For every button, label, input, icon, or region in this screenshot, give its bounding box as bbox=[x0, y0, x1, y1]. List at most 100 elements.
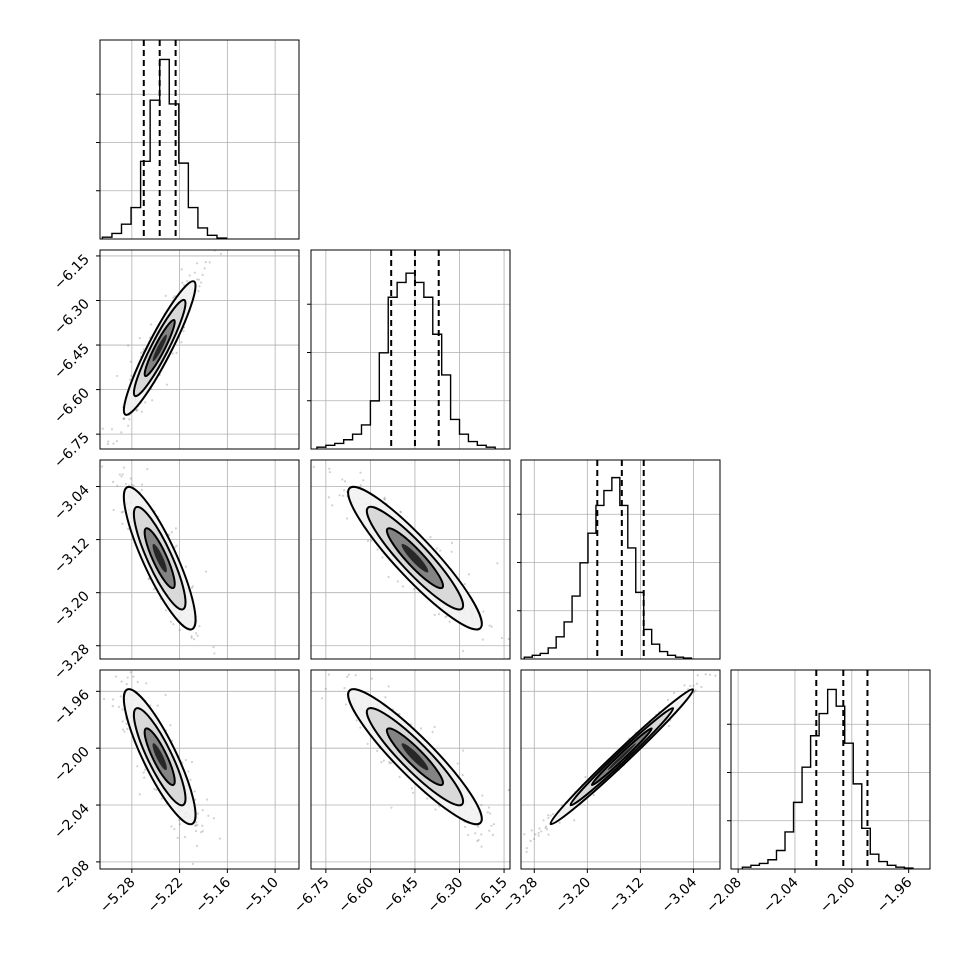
sample-point bbox=[196, 278, 199, 281]
sample-point bbox=[359, 484, 362, 487]
contour-core bbox=[152, 743, 167, 771]
sample-point bbox=[728, 656, 730, 658]
sample-point bbox=[490, 824, 493, 827]
sample-point bbox=[121, 720, 124, 723]
sample-point bbox=[381, 556, 384, 559]
scatter-frame-3-1 bbox=[310, 669, 511, 870]
sample-point bbox=[120, 431, 123, 434]
sample-point bbox=[708, 673, 712, 676]
sample-point bbox=[537, 831, 540, 835]
sample-point bbox=[547, 833, 550, 836]
sample-point bbox=[487, 806, 491, 809]
sample-point bbox=[482, 610, 485, 613]
sample-point bbox=[186, 279, 189, 283]
sample-point bbox=[170, 531, 173, 534]
sample-point bbox=[197, 290, 200, 293]
sample-point bbox=[197, 278, 201, 281]
x-tick-label: −2.04 bbox=[760, 874, 802, 916]
sample-point bbox=[489, 812, 492, 815]
sample-point bbox=[411, 791, 415, 794]
sample-point bbox=[387, 685, 390, 688]
histogram-steps-3 bbox=[741, 688, 914, 869]
sample-point bbox=[419, 727, 423, 730]
sample-point bbox=[546, 814, 550, 817]
y-tick-label: −6.60 bbox=[51, 385, 93, 427]
panel-content bbox=[100, 240, 223, 446]
sample-point bbox=[200, 240, 202, 242]
sample-point bbox=[338, 664, 340, 666]
scatter-frame-3-2 bbox=[520, 669, 721, 870]
sample-point bbox=[196, 634, 199, 637]
sample-point bbox=[331, 504, 334, 507]
sample-point bbox=[120, 659, 122, 661]
sample-point bbox=[456, 762, 459, 765]
sample-point bbox=[127, 527, 130, 531]
sample-point bbox=[182, 329, 185, 333]
scatter-frame-2-1 bbox=[310, 459, 511, 660]
sample-point bbox=[193, 271, 196, 274]
sample-point bbox=[474, 832, 477, 835]
sample-point bbox=[194, 798, 197, 801]
sample-point bbox=[433, 725, 436, 728]
sample-point bbox=[138, 337, 141, 340]
sample-point bbox=[199, 281, 203, 284]
sample-point bbox=[213, 652, 216, 655]
sample-point bbox=[143, 776, 146, 779]
sample-point bbox=[399, 511, 402, 514]
scatter-panel-2-1 bbox=[310, 459, 511, 660]
sample-point bbox=[122, 417, 125, 421]
hist-frame-2 bbox=[520, 459, 721, 660]
sample-point bbox=[461, 774, 464, 777]
sample-point bbox=[188, 274, 191, 277]
x-tick-label: −5.16 bbox=[193, 874, 235, 916]
sample-point bbox=[130, 483, 133, 486]
sample-point bbox=[142, 771, 145, 774]
sample-point bbox=[121, 473, 124, 476]
sample-point bbox=[128, 418, 131, 421]
sample-point bbox=[138, 793, 141, 796]
sample-point bbox=[481, 638, 484, 641]
sample-point bbox=[123, 730, 126, 733]
sample-point bbox=[492, 823, 496, 826]
sample-point bbox=[174, 527, 178, 530]
sample-point bbox=[343, 687, 346, 690]
sample-point bbox=[461, 749, 465, 752]
sample-point bbox=[700, 685, 703, 689]
sample-point bbox=[346, 675, 349, 678]
scatter-panel-3-1 bbox=[310, 664, 511, 873]
sample-point bbox=[362, 479, 365, 482]
sample-point bbox=[390, 806, 393, 809]
sample-point bbox=[101, 465, 104, 468]
contour-core bbox=[401, 543, 429, 573]
sample-point bbox=[547, 816, 550, 820]
x-tick-label: −6.75 bbox=[291, 875, 333, 917]
sample-point bbox=[425, 797, 429, 800]
sample-point bbox=[444, 616, 447, 619]
sample-point bbox=[327, 673, 331, 676]
sample-point bbox=[151, 399, 154, 402]
sample-point bbox=[683, 684, 686, 687]
sample-point bbox=[525, 847, 528, 850]
sample-point bbox=[190, 586, 194, 590]
sample-point bbox=[383, 496, 386, 499]
sample-point bbox=[542, 819, 545, 822]
sample-point bbox=[122, 417, 125, 420]
y-tick-label: −3.12 bbox=[51, 535, 93, 577]
x-tick-label: −6.60 bbox=[336, 875, 378, 917]
sample-point bbox=[120, 680, 123, 683]
sample-point bbox=[354, 674, 357, 677]
panel-content bbox=[101, 465, 226, 659]
histogram-steps-1 bbox=[316, 272, 496, 449]
sample-point bbox=[219, 252, 223, 255]
sample-point bbox=[112, 480, 115, 483]
sample-point bbox=[347, 673, 350, 676]
sample-point bbox=[129, 360, 132, 363]
sample-point bbox=[126, 344, 130, 347]
y-tick-label: −3.20 bbox=[51, 588, 93, 630]
sample-point bbox=[384, 696, 387, 699]
sample-point bbox=[112, 442, 115, 445]
y-tick-label: −3.04 bbox=[51, 482, 93, 524]
sample-point bbox=[341, 478, 344, 481]
sample-point bbox=[190, 636, 193, 640]
sample-point bbox=[200, 831, 203, 834]
